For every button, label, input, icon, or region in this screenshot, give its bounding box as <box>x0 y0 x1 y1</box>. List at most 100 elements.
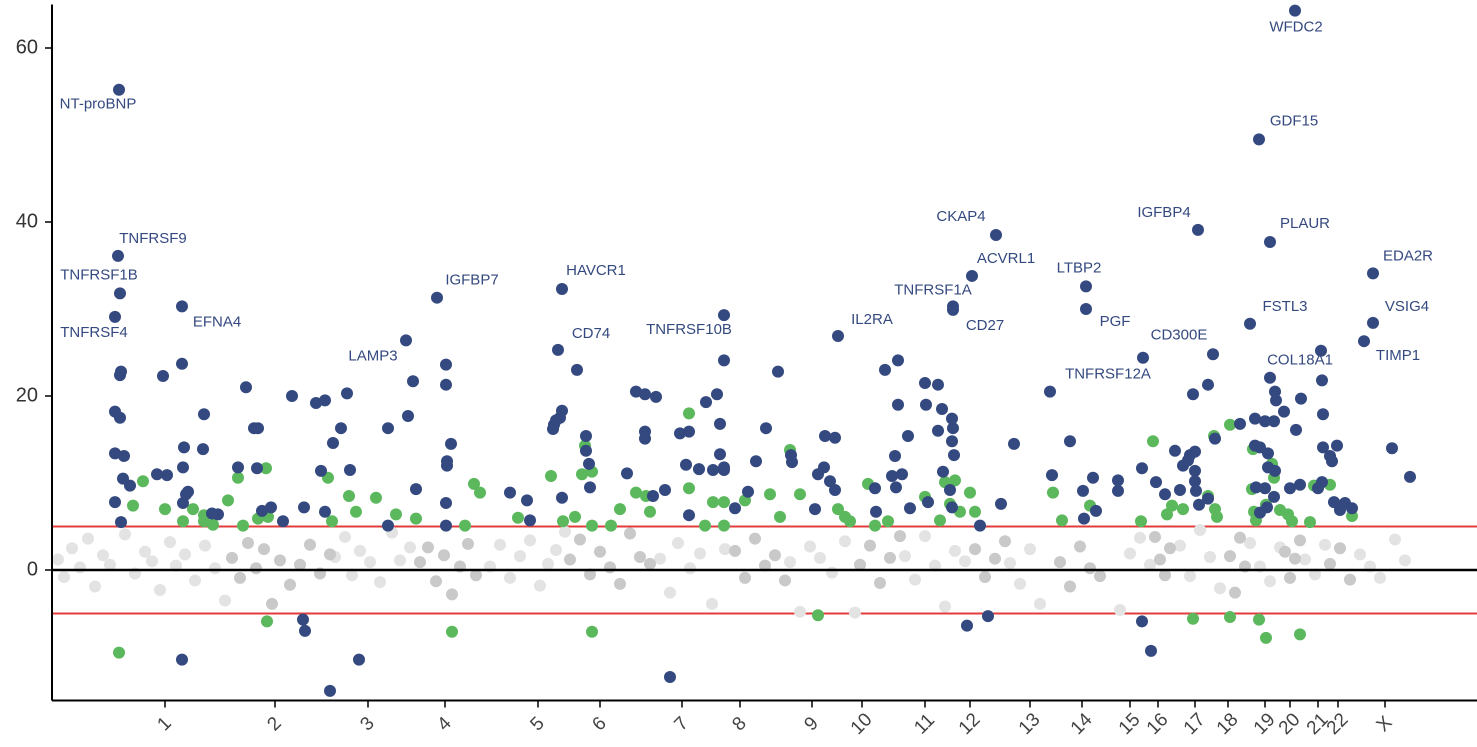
point <box>89 580 101 593</box>
point <box>1145 644 1157 657</box>
point <box>948 449 960 462</box>
point <box>1358 335 1370 348</box>
point <box>74 561 86 574</box>
point <box>1094 570 1106 583</box>
point <box>52 553 64 566</box>
point <box>707 463 719 476</box>
point <box>209 562 221 575</box>
point <box>177 515 189 528</box>
point <box>947 422 959 435</box>
point <box>707 496 719 509</box>
point <box>937 465 949 478</box>
point <box>890 481 902 494</box>
point <box>946 435 958 448</box>
point <box>995 497 1007 510</box>
point <box>1399 554 1411 567</box>
point <box>284 578 296 591</box>
point <box>1164 542 1176 555</box>
point <box>1090 504 1102 517</box>
point <box>1289 552 1301 565</box>
point <box>440 358 452 371</box>
point <box>1253 613 1265 626</box>
point <box>624 527 636 540</box>
point <box>446 588 458 601</box>
point <box>639 432 651 445</box>
point <box>170 559 182 572</box>
point <box>1284 482 1296 495</box>
point <box>250 562 262 575</box>
point <box>664 586 676 599</box>
point <box>614 503 626 516</box>
point <box>1254 506 1266 519</box>
point <box>1331 439 1343 452</box>
point <box>1024 543 1036 556</box>
x-tick-label: 2 <box>263 713 285 735</box>
point <box>672 537 684 550</box>
point-label: COL18A1 <box>1267 352 1333 369</box>
point <box>1161 508 1173 521</box>
point <box>644 505 656 518</box>
point <box>934 514 946 527</box>
point <box>382 422 394 435</box>
point <box>176 653 188 666</box>
point <box>829 431 841 444</box>
point <box>700 396 712 409</box>
point <box>242 537 254 550</box>
point <box>1309 568 1321 581</box>
point <box>109 310 121 323</box>
point <box>109 447 121 460</box>
point <box>1262 447 1274 460</box>
point <box>946 412 958 425</box>
point <box>304 538 316 551</box>
point <box>989 552 1001 565</box>
point <box>584 568 596 581</box>
point <box>794 605 806 618</box>
point <box>586 625 598 638</box>
point <box>550 543 562 556</box>
point <box>1249 412 1261 425</box>
point <box>189 574 201 587</box>
point <box>1316 374 1328 387</box>
point <box>1326 455 1338 468</box>
x-tick-label: 5 <box>526 713 548 735</box>
point <box>932 378 944 391</box>
x-tick-label: 22 <box>1323 709 1353 739</box>
point <box>1187 388 1199 401</box>
point <box>889 450 901 463</box>
point <box>922 496 934 509</box>
point <box>1159 488 1171 501</box>
point-label: WFDC2 <box>1269 19 1322 36</box>
point <box>902 430 914 443</box>
point-label: PLAUR <box>1280 215 1330 232</box>
point <box>139 545 151 558</box>
point <box>260 462 272 475</box>
point <box>343 490 355 503</box>
point <box>750 455 762 468</box>
point <box>1124 547 1136 560</box>
point-label: CD74 <box>572 325 610 342</box>
point <box>109 496 121 509</box>
point <box>718 496 730 509</box>
point <box>886 470 898 483</box>
point <box>545 470 557 483</box>
point <box>1284 571 1296 584</box>
point <box>1159 569 1171 582</box>
point <box>1244 537 1256 550</box>
point <box>959 555 971 568</box>
point-label: FSTL3 <box>1262 298 1307 315</box>
point <box>896 468 908 481</box>
point <box>341 387 353 400</box>
point <box>919 530 931 543</box>
point <box>999 535 1011 548</box>
point <box>1207 348 1219 361</box>
point <box>440 519 452 532</box>
point <box>718 461 730 474</box>
point <box>974 519 986 532</box>
point <box>234 571 246 584</box>
point <box>137 475 149 488</box>
point <box>882 515 894 528</box>
point <box>584 481 596 494</box>
point <box>1014 577 1026 590</box>
point <box>1137 351 1149 364</box>
point-label: TNFRSF10B <box>646 321 732 338</box>
